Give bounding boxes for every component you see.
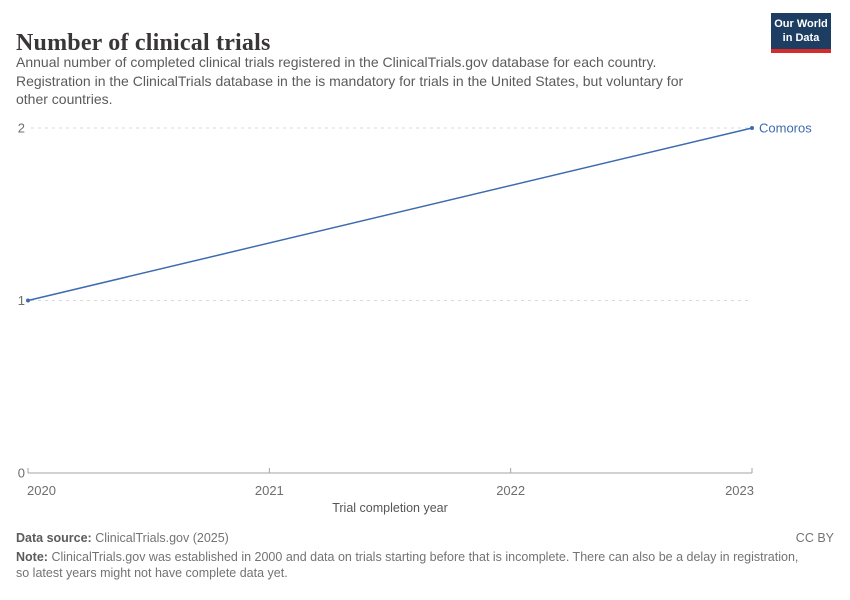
trend-line[interactable] [27, 127, 753, 302]
data-source-label: Data source: [16, 531, 92, 545]
x-tick-label: 2021 [255, 483, 284, 498]
x-tick-label: 2023 [725, 483, 754, 498]
y-tick-label: 0 [18, 466, 25, 481]
chart-note: Note: ClinicalTrials.gov was established… [16, 550, 834, 581]
chart-subtitle: Annual number of completed clinical tria… [16, 53, 683, 109]
owid-logo-line-1: Our World [774, 18, 828, 30]
data-source: Data source: ClinicalTrials.gov (2025) [16, 531, 229, 545]
data-source-text[interactable]: ClinicalTrials.gov (2025) [95, 531, 229, 545]
page-title: Number of clinical trials [16, 30, 271, 57]
subtitle-line-3: other countries. [16, 91, 113, 107]
series-label[interactable]: Comoros [759, 121, 812, 136]
chart-footer: Data source: ClinicalTrials.gov (2025) C… [16, 531, 834, 581]
y-tick-label: 2 [18, 121, 25, 136]
owid-logo-line-2: in Data [782, 31, 820, 44]
subtitle-line-2: Registration in the ClinicalTrials datab… [16, 72, 684, 89]
data-point[interactable] [750, 126, 754, 130]
data-point[interactable] [26, 298, 30, 303]
owid-logo[interactable]: Our World in Data [771, 13, 831, 53]
y-tick-label: 1 [18, 293, 25, 308]
x-tick-label: 2022 [496, 483, 525, 498]
subtitle-line-1: Annual number of completed clinical tria… [16, 54, 657, 70]
note-line-2: so latest years might not have complete … [16, 565, 288, 580]
note-line-1: ClinicalTrials.gov was established in 20… [51, 550, 799, 564]
note-label: Note: [16, 550, 48, 564]
x-axis-title: Trial completion year [332, 501, 448, 515]
license-badge[interactable]: CC BY [795, 531, 834, 545]
x-tick-label: 2020 [27, 483, 56, 498]
